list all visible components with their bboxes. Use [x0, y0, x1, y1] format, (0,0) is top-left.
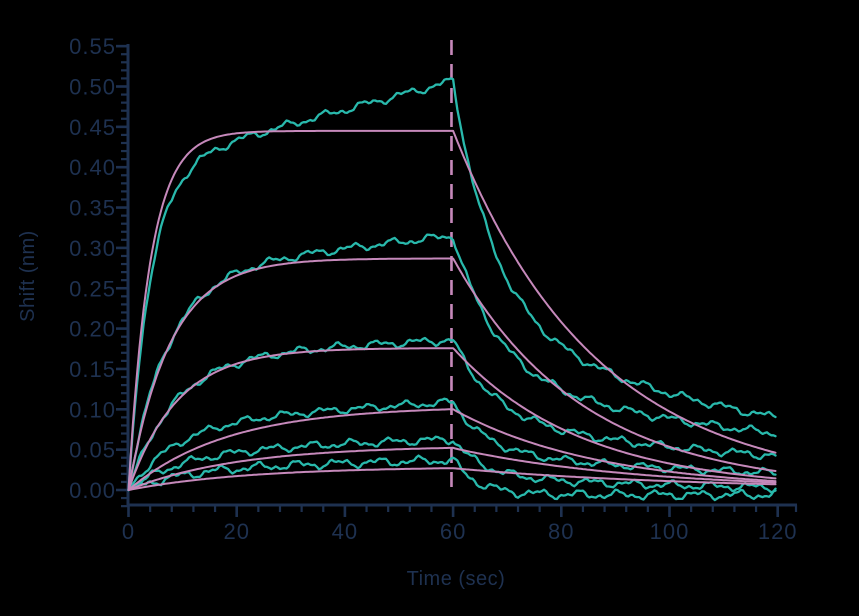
y-tick-label: 0.30 [69, 236, 116, 261]
y-tick-label: 0.25 [69, 276, 116, 301]
curves [127, 77, 777, 502]
x-tick-label: 40 [332, 519, 358, 544]
sensor-3-data-trace [127, 336, 777, 492]
x-tick-label: 20 [223, 519, 249, 544]
y-tick-label: 0.45 [69, 115, 116, 140]
sensor-2-fit-trace [127, 257, 777, 491]
sensor-2-data-trace [127, 233, 777, 492]
x-tick-label: 0 [122, 519, 135, 544]
sensor-3-fit-trace [127, 347, 777, 491]
axes: 0.00 0.05 0.10 0.15 0.20 0.25 0.30 0.35 0.40 0.45… [69, 34, 798, 544]
y-tick-label: 0.35 [69, 196, 116, 221]
sensor-1-fit-trace [127, 129, 777, 491]
x-tick-label: 80 [548, 519, 574, 544]
axis-titles: Time (sec) Shift (nm) [17, 230, 505, 590]
y-tick-label: 0.20 [69, 317, 116, 342]
y-tick-label: 0.00 [69, 478, 116, 503]
x-tick-label: 120 [758, 519, 798, 544]
x-tick-label: 60 [440, 519, 466, 544]
sensor-6-data-trace [127, 454, 777, 502]
y-tick-label: 0.15 [69, 357, 116, 382]
y-tick-label: 0.55 [69, 34, 116, 59]
y-tick-label: 0.40 [69, 155, 116, 180]
sensor-6-fit-trace [127, 467, 777, 491]
sensor-1-data-trace [127, 77, 777, 492]
sensor-5-fit-trace [127, 446, 777, 491]
y-tick-label: 0.50 [69, 75, 116, 100]
y-tick-label: 0.10 [69, 397, 116, 422]
x-axis-title: Time (sec) [407, 568, 506, 590]
y-axis-title: Shift (nm) [17, 230, 39, 322]
sensor-5-data-trace [127, 435, 777, 494]
y-tick-label: 0.05 [69, 438, 116, 463]
x-tick-label: 100 [650, 519, 690, 544]
sensor-4-fit-trace [127, 408, 777, 491]
